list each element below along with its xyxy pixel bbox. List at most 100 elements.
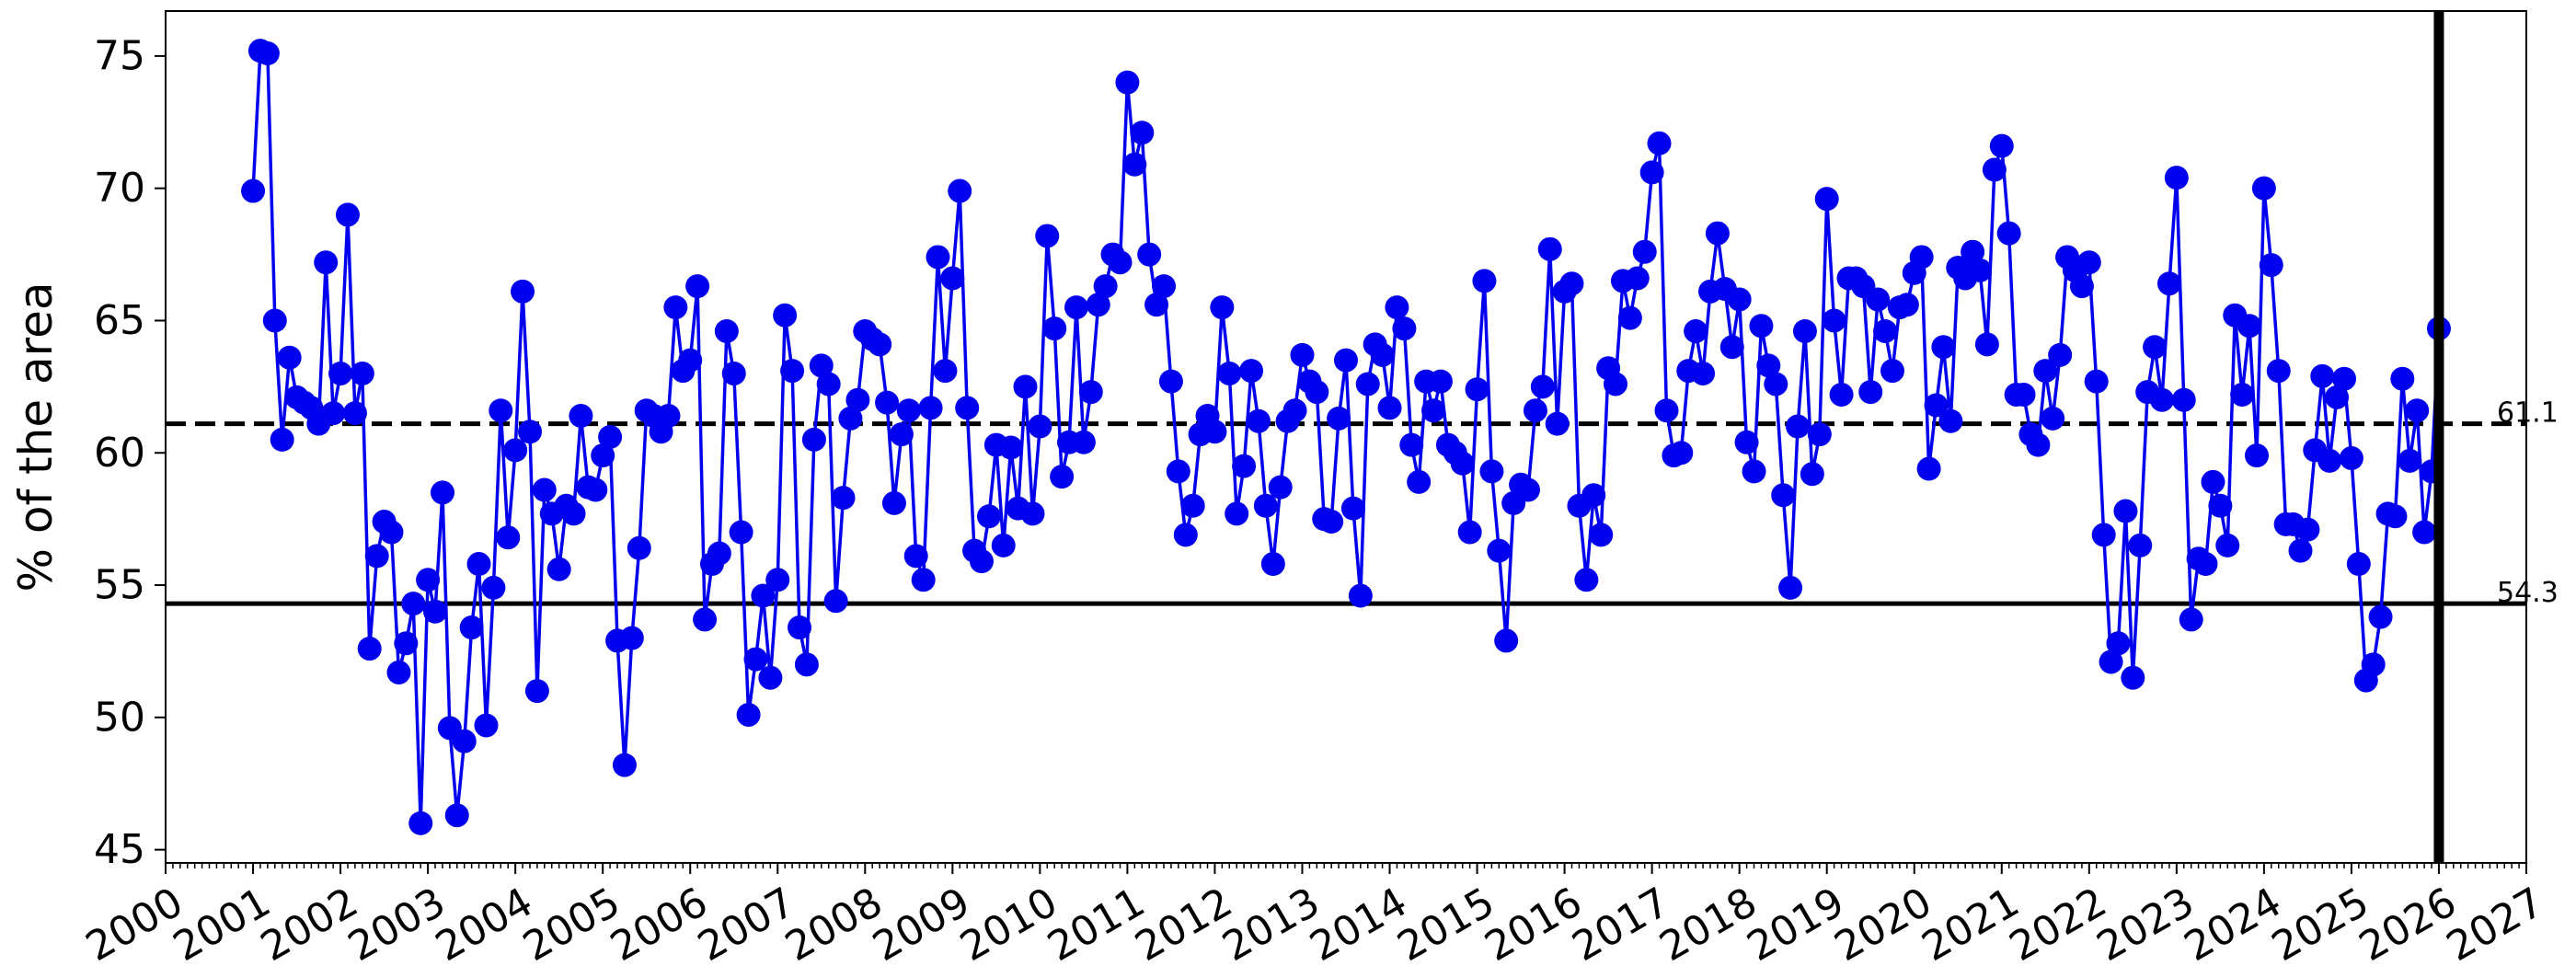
data-point <box>1042 316 1067 341</box>
data-point <box>401 592 426 616</box>
data-point <box>2143 335 2168 360</box>
data-point <box>591 443 615 468</box>
data-point <box>758 665 783 690</box>
data-point <box>1961 239 1985 264</box>
data-point <box>1239 359 1264 384</box>
data-point <box>2383 504 2408 529</box>
data-point <box>1968 258 1993 282</box>
data-point <box>2245 443 2270 468</box>
data-point <box>1355 372 1380 397</box>
data-point <box>1625 266 1650 291</box>
data-point <box>2041 406 2065 431</box>
data-point <box>1530 374 1555 399</box>
data-point <box>1020 501 1045 526</box>
data-point <box>2251 176 2276 201</box>
data-point <box>1829 382 1854 407</box>
data-point <box>1122 152 1147 177</box>
data-point <box>831 486 856 511</box>
data-point <box>881 490 906 515</box>
data-point <box>444 803 469 828</box>
data-point <box>1457 520 1482 545</box>
data-point <box>1786 414 1811 439</box>
data-point <box>2332 366 2357 391</box>
data-point <box>1035 224 1060 248</box>
data-point <box>1515 477 1540 502</box>
data-point <box>342 401 367 426</box>
data-point <box>1800 462 1824 487</box>
data-point <box>328 361 353 385</box>
data-point <box>1407 469 1432 494</box>
data-point <box>2398 448 2422 473</box>
data-point <box>1778 575 1803 600</box>
data-point <box>1348 583 1373 608</box>
data-point <box>1938 408 1963 433</box>
data-point <box>2317 448 2342 473</box>
data-point <box>1909 245 1934 270</box>
data-point <box>2405 398 2430 423</box>
data-point <box>1807 422 1832 447</box>
data-point <box>765 568 790 592</box>
data-point <box>845 387 870 412</box>
data-point <box>1727 287 1752 312</box>
data-point <box>1225 501 1249 526</box>
data-point <box>1931 335 1956 360</box>
y-tick-label: 55 <box>94 562 145 609</box>
data-point <box>489 398 513 423</box>
data-point <box>416 568 441 592</box>
data-point <box>940 266 965 291</box>
data-point <box>1669 441 1694 466</box>
data-point <box>2084 369 2109 394</box>
reference-line-label-0: 61.1 <box>2497 397 2559 430</box>
data-point <box>2099 649 2123 674</box>
data-point <box>1559 271 1584 296</box>
data-point <box>2033 359 2058 384</box>
data-point <box>379 520 404 545</box>
y-tick-label: 45 <box>94 826 145 873</box>
data-point <box>350 361 374 385</box>
data-point <box>627 535 651 560</box>
data-point <box>2266 359 2291 384</box>
data-point <box>1217 361 1242 385</box>
data-point <box>729 520 753 545</box>
data-point <box>364 544 389 569</box>
data-point <box>780 359 805 384</box>
data-point <box>1078 380 1103 405</box>
data-point <box>277 345 302 370</box>
data-point <box>2179 607 2203 632</box>
data-point <box>1545 411 1570 436</box>
data-point <box>1428 369 1453 394</box>
data-point <box>2259 253 2283 278</box>
data-point <box>1647 131 1672 155</box>
series-layer <box>241 39 2451 835</box>
data-point <box>357 637 382 661</box>
data-point <box>1130 121 1155 145</box>
data-point <box>394 631 419 656</box>
data-point <box>474 713 499 738</box>
data-point <box>2076 250 2101 275</box>
data-point <box>270 427 294 452</box>
data-point <box>1866 287 1891 312</box>
y-tick-label: 60 <box>94 430 145 477</box>
data-point <box>1260 552 1285 577</box>
data-point <box>1494 628 1519 653</box>
data-point <box>2149 387 2174 412</box>
data-point <box>1385 295 1409 320</box>
data-point <box>1152 274 1177 299</box>
data-point <box>678 348 703 373</box>
data-point <box>2310 363 2335 388</box>
data-point <box>1465 377 1489 402</box>
data-point <box>1589 523 1614 547</box>
data-point <box>2113 499 2138 523</box>
data-point <box>1719 335 1744 360</box>
data-point <box>241 178 266 203</box>
data-point <box>721 361 746 385</box>
y-tick-label: 75 <box>94 32 145 79</box>
data-point <box>1764 372 1788 397</box>
y-tick-label: 50 <box>94 694 145 741</box>
data-point <box>903 544 928 569</box>
data-point <box>1974 332 1999 357</box>
data-point <box>2237 314 2262 339</box>
data-point <box>511 279 535 304</box>
data-point <box>452 729 477 753</box>
data-point <box>1173 523 1198 547</box>
